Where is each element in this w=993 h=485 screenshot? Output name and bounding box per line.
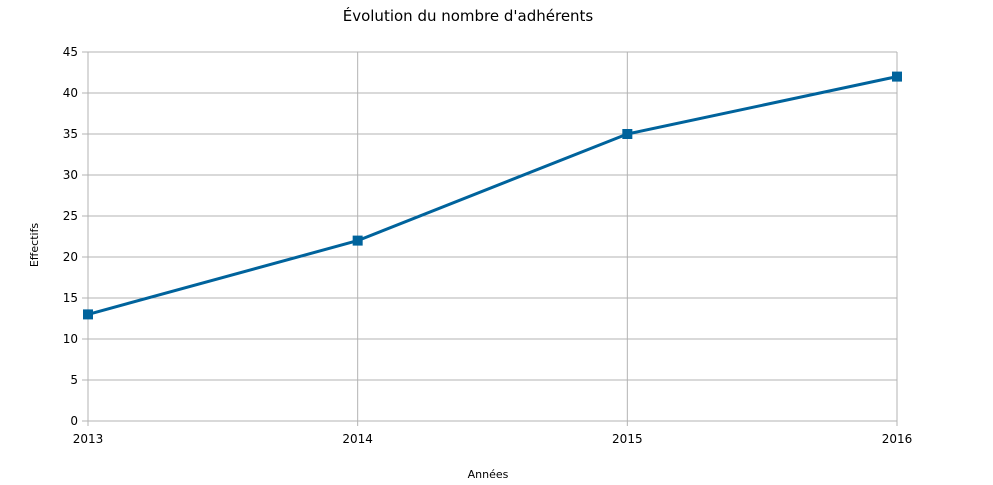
series-line	[87, 75, 898, 316]
y-tick-label: 10	[63, 332, 78, 346]
x-tick-label: 2015	[612, 432, 643, 446]
chart-title: Évolution du nombre d'adhérents	[343, 6, 594, 25]
series-group	[83, 71, 902, 320]
y-axis-title: Effectifs	[28, 223, 41, 268]
y-tick-label: 45	[63, 45, 78, 59]
y-tick-label: 5	[70, 373, 78, 387]
axes	[87, 52, 897, 422]
y-tick-label: 20	[63, 250, 78, 264]
y-tick-label: 35	[63, 127, 78, 141]
x-tick-label: 2014	[342, 432, 373, 446]
data-point-marker	[83, 309, 93, 320]
y-tick-label: 15	[63, 291, 78, 305]
y-tick-label: 0	[70, 414, 78, 428]
y-axis-ticks: 0 5 10 15 20 25 30 35 40 45	[63, 45, 88, 428]
data-point-marker	[892, 71, 902, 82]
gridlines	[87, 51, 898, 422]
x-tick-label: 2016	[882, 432, 913, 446]
data-point-marker	[352, 235, 363, 246]
x-axis-title: Années	[468, 468, 509, 481]
x-axis-ticks: 2013 2014 2015 2016	[73, 421, 913, 446]
x-tick-label: 2013	[73, 432, 104, 446]
y-tick-label: 40	[63, 86, 78, 100]
data-point-marker	[622, 129, 633, 139]
y-tick-label: 30	[63, 168, 78, 182]
y-tick-label: 25	[63, 209, 78, 223]
